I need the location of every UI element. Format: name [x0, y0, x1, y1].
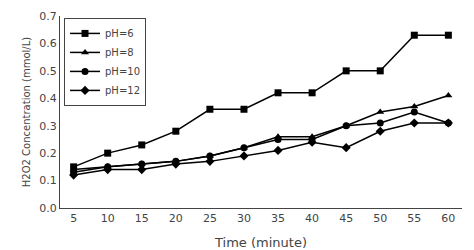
svg-text:35: 35 [271, 212, 285, 225]
svg-text:H2O2 Concentration (mmol/L): H2O2 Concentration (mmol/L) [21, 37, 32, 187]
svg-text:0.7: 0.7 [39, 10, 57, 23]
svg-text:pH=6: pH=6 [105, 28, 134, 39]
svg-text:20: 20 [169, 212, 183, 225]
svg-text:pH=8: pH=8 [105, 47, 134, 58]
svg-text:0.5: 0.5 [39, 65, 57, 78]
svg-text:pH=10: pH=10 [105, 66, 140, 77]
svg-text:60: 60 [441, 212, 455, 225]
svg-text:0.2: 0.2 [39, 147, 57, 160]
svg-text:10: 10 [101, 212, 115, 225]
svg-text:0.0: 0.0 [39, 202, 57, 215]
svg-text:50: 50 [373, 212, 387, 225]
svg-text:0.3: 0.3 [39, 120, 57, 133]
svg-text:0.4: 0.4 [39, 92, 57, 105]
svg-text:25: 25 [203, 212, 217, 225]
svg-text:15: 15 [135, 212, 149, 225]
svg-text:45: 45 [339, 212, 353, 225]
svg-text:0.1: 0.1 [39, 174, 57, 187]
svg-text:0.6: 0.6 [39, 37, 57, 50]
svg-text:Time (minute): Time (minute) [214, 235, 307, 250]
svg-text:40: 40 [305, 212, 319, 225]
svg-text:55: 55 [407, 212, 421, 225]
svg-text:pH=12: pH=12 [105, 85, 140, 96]
svg-text:5: 5 [70, 212, 77, 225]
svg-text:30: 30 [237, 212, 251, 225]
